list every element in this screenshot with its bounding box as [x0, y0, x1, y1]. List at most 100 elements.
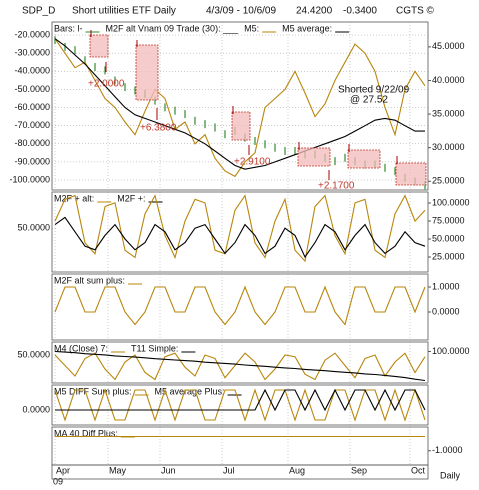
y-tick-label: -20.0000 [14, 29, 50, 39]
x-tick-label: Apr [56, 465, 70, 475]
series-line [54, 194, 426, 263]
trade-gain: +6.3800 [140, 123, 177, 134]
price-bar [134, 86, 136, 95]
panel-frame [51, 21, 429, 191]
price-bar [214, 123, 216, 132]
y2-tick-label: 1.0000 [432, 281, 460, 291]
legend-label: M2F + alt: [54, 193, 94, 203]
trade-gain: +2.0000 [88, 79, 125, 90]
legend-label: M5: [244, 23, 259, 33]
y-tick-label: 50.0000 [17, 223, 50, 233]
price-bar [224, 130, 226, 139]
trade-boxes [89, 30, 427, 186]
trade-gain: +2.1700 [318, 181, 355, 192]
series-line [54, 285, 426, 326]
panel-frame [51, 273, 429, 341]
trade-box [395, 162, 427, 186]
price-bar [204, 120, 206, 129]
panel: 0.0000 M5 DIFF Sum plus: M5 average Plus: [22, 384, 429, 426]
y2-tick-label: 40.0000 [432, 75, 465, 85]
price-bar [154, 96, 156, 105]
panel: -20.0000 -30.0000 -40.0000 -50.0000 -60.0000… [9, 21, 465, 191]
y-tick-label: -30.0000 [14, 48, 50, 58]
series-line [54, 388, 426, 422]
price-bar [94, 63, 96, 72]
price-bar [294, 147, 296, 156]
legend-label: Bars: l- [54, 23, 83, 33]
price-bar [254, 136, 256, 145]
x-tick-label: Jul [223, 465, 235, 475]
panel-frame [51, 341, 429, 384]
date-range: 4/3/09 - 10/6/09 [206, 6, 276, 17]
legend-label: M2F +: [117, 193, 145, 203]
panel-frame [51, 191, 429, 273]
y2-tick-label: 35.0000 [432, 108, 465, 118]
y-tick-label: -80.0000 [14, 138, 50, 148]
y2-tick-label: 25.0000 [432, 176, 465, 186]
trade-box [135, 44, 159, 101]
title: Short utilities ETF Daily [72, 6, 176, 17]
y2-tick-label: 75.0000 [432, 215, 465, 225]
panel: 1.0000 0.0000 M2F alt sum plus: [51, 273, 460, 341]
series-line [54, 350, 426, 382]
price-bar [74, 46, 76, 55]
trade-box [231, 111, 251, 141]
note: @ 27.52 [350, 95, 388, 106]
price-bar [284, 147, 286, 156]
y2-tick-label: 100.0000 [432, 346, 470, 356]
y-tick-label: -40.0000 [14, 66, 50, 76]
legend-label: MA 40 Diff Plus: [54, 428, 118, 438]
x-tick-label: Aug [289, 465, 305, 475]
panel: 50.0000 100.0000 75.0000 50.0000 25.0000 M2F … [17, 191, 470, 273]
panel: 50.0000 100.0000 M4 (Close) 7: T11 Simple: [17, 341, 470, 384]
symbol: SDP_D [22, 6, 55, 17]
series-line [54, 352, 426, 381]
price-bar [54, 36, 56, 45]
trade-box [297, 147, 331, 167]
y-tick-label: 0.0000 [22, 404, 50, 414]
legend-label: M2F alt Vnam 09 Trade (30): ___ [106, 23, 240, 33]
price-bar [64, 42, 66, 51]
y-tick-label: -90.0000 [14, 156, 50, 166]
price-bar [104, 66, 106, 75]
y2-tick-label: 30.0000 [432, 142, 465, 152]
y2-tick-label: 25.0000 [432, 251, 465, 261]
y2-tick-label: 50.0000 [432, 233, 465, 243]
y-tick-label: -60.0000 [14, 102, 50, 112]
last-price: 24.4200 [296, 6, 333, 17]
x-tick-label: Sep [351, 465, 367, 475]
price-bar [164, 103, 166, 112]
y2-tick-label: 45.0000 [432, 41, 465, 51]
price-bar [264, 140, 266, 149]
price-bar [124, 83, 126, 92]
legend-label: M5 DIFF Sum plus: [54, 386, 132, 396]
series-line [54, 38, 426, 178]
note: Shorted 9/22/09 [338, 85, 410, 96]
price-bar [114, 76, 116, 85]
y-tick-label: -50.0000 [14, 84, 50, 94]
legend-label: T11 Simple: [131, 343, 178, 353]
price-bar [344, 153, 346, 162]
panel-frame [51, 384, 429, 426]
legend-label: M5 average Plus: [155, 386, 225, 396]
x-axis-frame [51, 464, 429, 480]
series-line [55, 388, 426, 412]
y2-tick-label: -1.0000 [432, 445, 463, 455]
price-bar [174, 106, 176, 115]
price-bar [194, 116, 196, 125]
price-bar [184, 110, 186, 119]
price-bar [274, 143, 276, 152]
trade-gain: +2.9100 [234, 157, 271, 168]
y-tick-label: -70.0000 [14, 120, 50, 130]
price-bar [394, 167, 396, 176]
y-tick-label: -100.0000 [9, 174, 50, 184]
brand: CGTS © [396, 6, 435, 17]
y2-tick-label: 100.0000 [432, 197, 470, 207]
series-line [54, 216, 426, 259]
x-tick-label: May [109, 465, 127, 475]
frequency-label: Daily [440, 470, 461, 480]
y-tick-label: 50.0000 [17, 349, 50, 359]
trade-box [347, 149, 381, 169]
